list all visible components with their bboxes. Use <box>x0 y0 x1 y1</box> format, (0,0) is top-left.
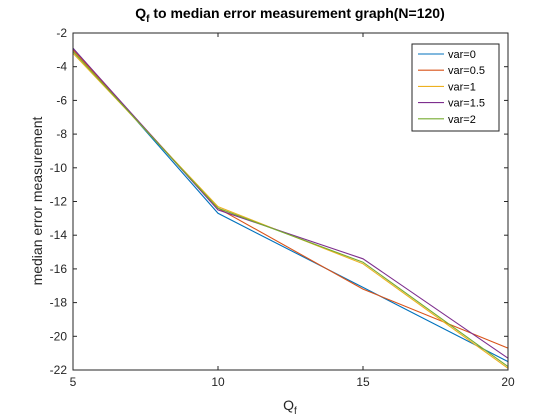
y-tick-label: -18 <box>50 296 68 310</box>
y-tick-label: -16 <box>50 262 68 276</box>
x-tick-label: 15 <box>356 375 370 389</box>
ticks-layer: 5 10 15 20 -22 -20 -18 -16 -14 -12 -10 -8 -6 -4 -2 <box>50 26 515 389</box>
legend-entry-label: var=1 <box>448 81 476 93</box>
x-axis-label-main: Q <box>283 397 294 413</box>
series-line-4 <box>72 51 509 368</box>
chart-title-subscript: f <box>146 14 150 25</box>
legend-entry-label: var=2 <box>448 114 476 126</box>
x-axis-label-subscript: f <box>294 406 297 417</box>
legend-entry-label: var=1.5 <box>448 98 485 110</box>
chart-title: Qf to median error measurement graph(N=1… <box>135 5 445 25</box>
y-tick-label: -14 <box>50 228 68 242</box>
y-tick-label: -4 <box>56 60 67 74</box>
legend-entry-label: var=0 <box>448 49 476 61</box>
series-layer <box>72 47 509 369</box>
y-tick-label: -2 <box>56 26 67 40</box>
y-tick-label: -12 <box>50 195 68 209</box>
legend: var=0 var=0.5 var=1 var=1.5 var=2 <box>411 43 500 132</box>
x-tick-label: 10 <box>211 375 225 389</box>
y-tick-label: -20 <box>50 329 68 343</box>
y-tick-label: -6 <box>56 93 67 107</box>
y-tick-label: -22 <box>50 363 68 377</box>
x-tick-label: 5 <box>70 375 77 389</box>
chart-title-rest: to median error measurement graph(N=120) <box>149 5 444 21</box>
y-tick-label: -10 <box>50 161 68 175</box>
x-tick-label: 20 <box>501 375 515 389</box>
x-axis-label: Qf <box>283 397 297 417</box>
series-line-0 <box>72 47 509 363</box>
chart-title-main: Q <box>135 5 146 21</box>
y-tick-label: -8 <box>56 127 67 141</box>
legend-box <box>411 43 500 132</box>
legend-entry-label: var=0.5 <box>448 65 485 77</box>
y-axis-label: median error measurement <box>29 116 45 285</box>
